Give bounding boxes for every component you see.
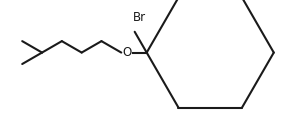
Text: O: O [122,46,132,59]
Text: Br: Br [133,11,146,24]
